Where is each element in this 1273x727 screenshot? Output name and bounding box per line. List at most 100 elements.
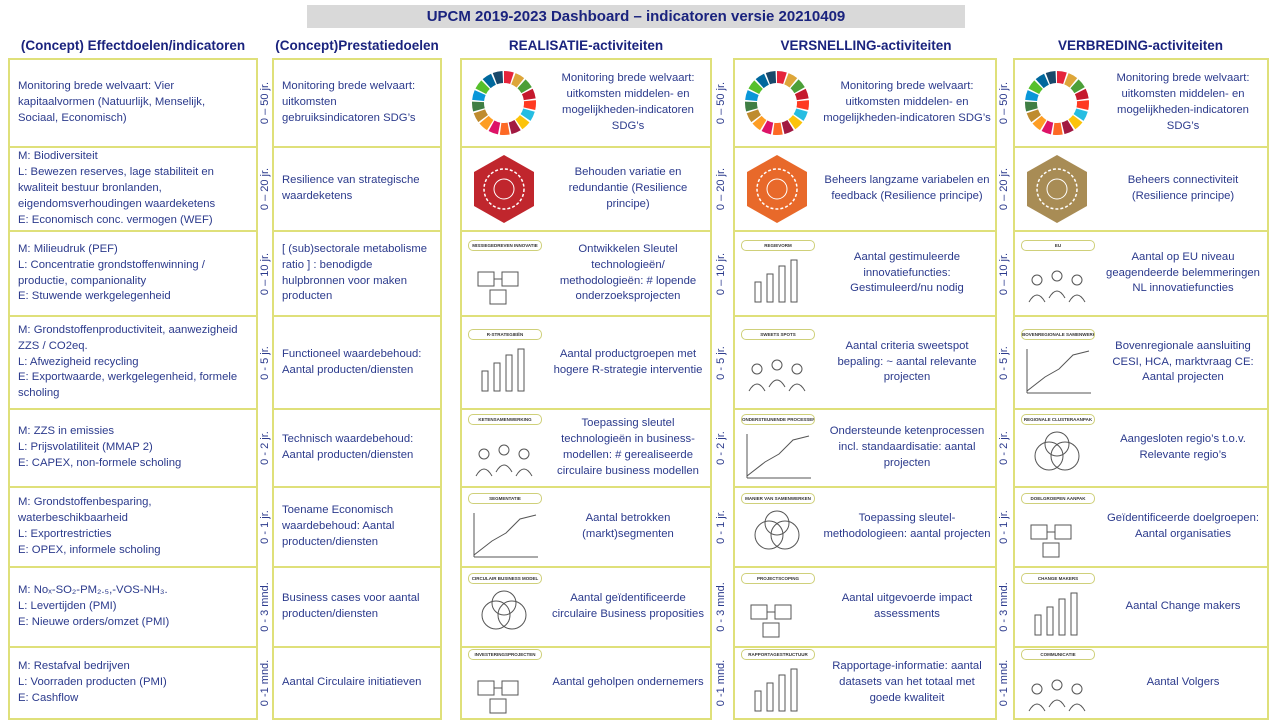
- horizon-text: 0 - 5 jr.: [715, 345, 727, 380]
- versnelling-cell: Beheers langzame variabelen en feedback …: [733, 146, 997, 232]
- icon-box: BOVENREGIONALE SAMENWERKING: [1015, 325, 1099, 401]
- activity-text: Aantal Volgers: [1146, 676, 1220, 689]
- activity-text: Behouden variatie en redundantie (Resili…: [568, 166, 688, 210]
- horizon-text: 0 - 2 jr.: [259, 431, 271, 465]
- icon-box: REGIEVORM: [735, 236, 819, 312]
- realisatie-cell: Monitoring brede welvaart: uitkomsten mi…: [460, 58, 712, 148]
- realisatie-cell: KETENSAMENWERKING Toepassing sleutel tech…: [460, 408, 712, 488]
- icon: [472, 71, 536, 135]
- horizon-label: 0 - 3 mnd.: [714, 566, 728, 648]
- icon-label: CIRCULAIR BUSINESS MODEL: [468, 573, 542, 584]
- horizon-text: 0 - 3 mnd.: [998, 582, 1010, 632]
- effect-line: L: Levertijden (PMI): [18, 600, 117, 613]
- realisatie-cell: R-STRATEGIEËN Aantal productgroepen met h…: [460, 315, 712, 410]
- activity-text: Monitoring brede welvaart: uitkomsten mi…: [561, 72, 695, 132]
- icon-box: INVESTERINGSPROJECTEN: [462, 645, 546, 721]
- horizon-label: 0 – 20 jr.: [997, 146, 1011, 232]
- horizon-label: 0 - 3 mnd.: [258, 566, 272, 648]
- icon: [477, 271, 519, 304]
- icon-box: RAPPORTAGESTRUCTUUR: [735, 645, 819, 721]
- effect-cell: M: Noₓ-SO₂-PM₂.₅,-VOS-NH₃. L: Levertijden…: [8, 566, 258, 648]
- activity-text: Ontwikkelen Sleutel technologieën/ metho…: [559, 242, 697, 303]
- horizon-label: 0 - 1 jr.: [714, 486, 728, 568]
- icon-box: REGIONALE CLUSTERAANPAK: [1015, 410, 1099, 486]
- icon-label: SEGMENTATIE: [468, 493, 542, 504]
- effect-cell: M: Grondstoffenbesparing, waterbeschikba…: [8, 486, 258, 568]
- effect-line: M: Grondstoffenproductiviteit, aanwezigh…: [18, 323, 238, 352]
- effect-line: E: Stuwende werkgelegenheid: [18, 290, 171, 303]
- icon-label: INVESTERINGSPROJECTEN: [468, 649, 542, 660]
- column-header: REALISATIE-activiteiten: [508, 38, 664, 53]
- icon: [747, 155, 807, 223]
- icon-box: MANIER VAN SAMENWERKEN: [735, 489, 819, 565]
- icon: [750, 604, 792, 638]
- horizon-label: 0 -1 mnd.: [997, 646, 1011, 720]
- effect-line: M: Grondstoffenbesparing, waterbeschikba…: [18, 496, 152, 525]
- activity-text: Toepassing sleutel-methodologieen: aanta…: [823, 512, 991, 540]
- activity-text: Geïdentificeerde doelgroepen: Aantal org…: [1107, 512, 1259, 540]
- icon: [477, 680, 519, 714]
- verbreding-cell: CHANGE MAKERS Aantal Change makers: [1013, 566, 1269, 648]
- verbreding-cell: COMMUNICATIE Aantal Volgers: [1013, 646, 1269, 720]
- icon: [746, 434, 811, 479]
- horizon-text: 0 – 10 jr.: [715, 252, 728, 295]
- horizon-text: 0 - 5 jr.: [259, 345, 271, 380]
- icon-label: SWEETS SPOTS: [741, 328, 815, 340]
- icon-label: REGIEVORM: [741, 239, 815, 251]
- effect-line: L: Exportrestricties: [18, 528, 112, 540]
- icon-label: RAPPORTAGESTRUCTUUR: [741, 649, 815, 660]
- icon-box: SWEETS SPOTS: [735, 325, 819, 401]
- column-header: (Concept) Effectdoelen/indicatoren: [20, 38, 246, 53]
- realisatie-cell: CIRCULAIR BUSINESS MODEL Aantal geïdentif…: [460, 566, 712, 648]
- activity-text: Aantal Change makers: [1125, 600, 1241, 613]
- icon-label: COMMUNICATIE: [1021, 649, 1095, 660]
- activity-text: Aantal productgroepen met hogere R-strat…: [553, 347, 703, 376]
- icon-box: [1015, 151, 1099, 227]
- icon-box: PROJECTSCOPING: [735, 569, 819, 645]
- icon: [748, 359, 806, 391]
- effect-cell: M: ZZS in emissies L: Prijsvolatiliteit (…: [8, 408, 258, 488]
- horizon-label: 0 -1 mnd.: [714, 646, 728, 720]
- horizon-label: 0 – 20 jr.: [258, 146, 272, 232]
- verbreding-cell: Monitoring brede welvaart: uitkomsten mi…: [1013, 58, 1269, 148]
- horizon-text: 0 – 20 jr.: [259, 167, 272, 211]
- horizon-text: 0 - 1 jr.: [715, 510, 727, 544]
- horizon-label: 0 - 5 jr.: [714, 315, 728, 410]
- prestatie-cell: Toename Economisch waardebehoud: Aantal …: [272, 486, 442, 568]
- horizon-label: 0 – 10 jr.: [714, 230, 728, 317]
- prestatie-cell: Business cases voor aantal producten/die…: [272, 566, 442, 648]
- activity-text: Aantal gestimuleerde innovatiefuncties: …: [850, 250, 964, 295]
- icon-box: CHANGE MAKERS: [1015, 569, 1099, 645]
- versnelling-cell: SWEETS SPOTS Aantal criteria sweetspot be…: [733, 315, 997, 410]
- icon-box: COMMUNICATIE: [1015, 645, 1099, 721]
- activity-text: Aantal betrokken (markt)segmenten: [582, 512, 674, 540]
- effect-line: L: Afwezigheid recycling: [18, 355, 139, 368]
- icon: [1026, 348, 1091, 393]
- effect-line: M: ZZS in emissies: [18, 425, 115, 438]
- activity-text: Aantal uitgevoerde impact assessments: [841, 592, 973, 620]
- realisatie-cell: INVESTERINGSPROJECTEN Aantal geholpen ond…: [460, 646, 712, 720]
- icon: [1027, 155, 1087, 223]
- verbreding-cell: Beheers connectiviteit (Resilience princ…: [1013, 146, 1269, 232]
- icon: [473, 513, 538, 558]
- activity-text: Beheers langzame variabelen en feedback …: [824, 174, 990, 202]
- activity-text: Monitoring brede welvaart: uitkomsten mi…: [823, 80, 991, 124]
- icon-label: ONDERSTEUNENDE PROCESSEN: [741, 414, 815, 425]
- horizon-label: 0 - 1 jr.: [258, 486, 272, 568]
- horizon-label: 0 - 5 jr.: [258, 315, 272, 410]
- icon-box: DOELGROEPEN AANPAK: [1015, 489, 1099, 565]
- effect-line: E: Nieuwe orders/omzet (PMI): [18, 615, 170, 628]
- horizon-label: 0 – 50 jr.: [258, 58, 272, 148]
- icon: [474, 155, 534, 223]
- realisatie-cell: Behouden variatie en redundantie (Resili…: [460, 146, 712, 232]
- horizon-text: 0 – 50 jr.: [998, 81, 1011, 125]
- effect-cell: M: Milieudruk (PEF) L: Concentratie grond…: [8, 230, 258, 317]
- effect-line: Monitoring brede welvaart: Vier kapitaal…: [18, 80, 206, 124]
- effect-line: M: Noₓ-SO₂-PM₂.₅,-VOS-NH₃.: [18, 584, 168, 597]
- icon-label: MANIER VAN SAMENWERKEN: [741, 493, 815, 504]
- horizon-label: 0 - 2 jr.: [258, 408, 272, 488]
- horizon-label: 0 - 2 jr.: [714, 408, 728, 488]
- versnelling-cell: MANIER VAN SAMENWERKEN Toepassing sleutel…: [733, 486, 997, 568]
- icon: [481, 348, 525, 391]
- effect-line: L: Prijsvolatiliteit (MMAP 2): [18, 441, 153, 454]
